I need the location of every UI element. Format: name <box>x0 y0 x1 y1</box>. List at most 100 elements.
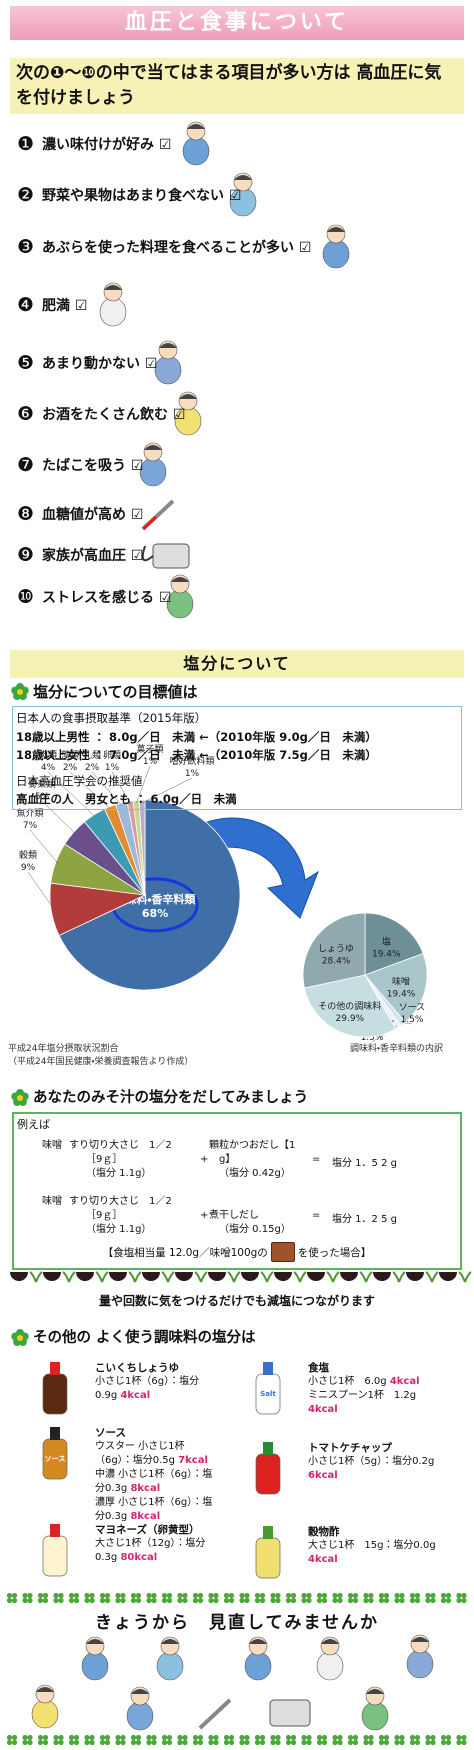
pie-value-label: 68% <box>142 907 168 920</box>
pie-value-label: 19.4% <box>387 989 416 999</box>
clover-leaf <box>161 1734 168 1741</box>
clover-leaf <box>146 1739 152 1746</box>
clover-leaf <box>37 1734 44 1741</box>
clover-leaf <box>223 1592 230 1599</box>
bottle <box>42 1535 68 1577</box>
clover-leaf <box>425 1739 431 1746</box>
clover-leaf <box>425 1597 431 1604</box>
clover-leaf <box>321 1734 328 1741</box>
pie-slice <box>302 912 366 989</box>
clover-leaf <box>306 1739 312 1746</box>
check-number: ❾ <box>17 544 35 566</box>
section-heading: あなたのみそ汁の塩分をだしてみましょう <box>33 1090 309 1106</box>
clover-leaf <box>321 1597 328 1604</box>
pie-category-label: しょうゆ <box>318 944 354 955</box>
clover-leaf <box>166 1592 173 1599</box>
clover-leaf <box>409 1739 416 1746</box>
figure-body <box>316 1651 344 1681</box>
figure-hair <box>36 1687 54 1692</box>
clover-leaf <box>223 1739 230 1746</box>
pie-category-label: 味噌 <box>392 975 410 987</box>
clover-leaf <box>394 1597 400 1604</box>
clover-leaf <box>368 1592 374 1599</box>
clover-leaf <box>409 1734 416 1741</box>
clover-leaf <box>378 1739 385 1746</box>
pie-value-label: 1% <box>143 757 158 767</box>
pie-category-label: 野菜類 <box>28 778 55 790</box>
clover-leaf <box>146 1597 152 1604</box>
figure-hair <box>104 285 122 290</box>
header: 血圧と食事について <box>10 6 464 40</box>
amount-line: （塩分 1.1g） <box>86 1168 152 1179</box>
figure-body <box>182 136 210 166</box>
clover-leaf <box>182 1597 188 1604</box>
clover-leaf <box>68 1734 75 1741</box>
clover-leaf <box>89 1597 95 1604</box>
amount: ミニスプーン1杯 1.2g <box>308 1390 417 1401</box>
clover-leaf <box>213 1592 219 1599</box>
amount: 小さじ1杯 6.0g <box>308 1376 387 1387</box>
figure-hair <box>234 175 252 180</box>
clover-leaf <box>99 1734 106 1741</box>
clover-leaf <box>332 1592 338 1599</box>
clover-leaf <box>228 1592 235 1599</box>
clover-leaf <box>223 1734 230 1741</box>
bottle-cap <box>263 1362 273 1375</box>
clover-leaf <box>130 1597 137 1604</box>
clover-leaf <box>259 1734 266 1741</box>
leader-line <box>111 771 131 805</box>
clover-leaf <box>461 1734 467 1741</box>
clover-leaf <box>285 1739 292 1746</box>
seasoning-name: マヨネーズ（卵黄型） <box>95 1524 200 1536</box>
pie-category-label: 嗜好飲料類 <box>169 755 214 767</box>
pie-value-label: 1.5% <box>361 1033 384 1043</box>
clover-leaf <box>259 1739 266 1746</box>
figure-hair <box>144 445 162 450</box>
clover-leaf <box>409 1592 416 1599</box>
pie-slice <box>364 912 424 976</box>
clover-leaf <box>363 1592 369 1599</box>
check-number: ❶ <box>17 133 35 155</box>
leader-line <box>41 800 77 835</box>
clover-leaf <box>301 1597 307 1604</box>
target-line: 日本人の食事摂取基準（2015年版） <box>16 711 207 725</box>
clover-leaf <box>239 1739 245 1746</box>
clover-leaf <box>394 1592 400 1599</box>
clover-leaf <box>383 1597 390 1604</box>
clover-leaf <box>6 1734 13 1741</box>
clover-leaf <box>378 1597 385 1604</box>
clover-leaf <box>425 1734 431 1741</box>
pie-value-label: 5% <box>35 792 50 802</box>
result: 塩分 1．5 2 g <box>332 1158 397 1169</box>
kcal: 4kcal <box>308 1404 338 1415</box>
seasoning-line: 大さじ1杯（12g）：塩分0.3g 80kcal <box>95 1537 220 1565</box>
clover-leaf <box>177 1597 183 1604</box>
clover-leaf <box>290 1739 297 1746</box>
pie-category-label: 藻類 <box>61 749 79 761</box>
figure-body <box>126 1701 154 1731</box>
amount: 中濃 小さじ1杯（6g）：塩分0.3g <box>95 1469 213 1494</box>
clover-leaf <box>425 1592 431 1599</box>
sprout <box>161 1271 175 1283</box>
clover-leaf <box>332 1734 338 1741</box>
clover-leaf <box>301 1592 307 1599</box>
clover-leaf <box>321 1592 328 1599</box>
clover-leaf <box>290 1592 297 1599</box>
seasoning-detail: ウスター 小さじ1杯（6g）：塩分0.5g 7kcal 中濃 小さじ1杯（6g）：… <box>95 1440 220 1524</box>
clover-leaf <box>73 1592 80 1599</box>
clover-leaf <box>197 1592 204 1599</box>
bottle-cap <box>50 1362 60 1375</box>
leader-line <box>27 871 55 910</box>
clover-leaf <box>182 1592 188 1599</box>
clover-leaf <box>151 1739 157 1746</box>
clover-leaf <box>337 1739 343 1746</box>
check-number: ❽ <box>17 503 35 525</box>
pie-value-label: 2% <box>85 763 100 773</box>
seasoning-line: ミニスプーン1杯 1.2g 4kcal <box>308 1389 448 1417</box>
miso-box: 例えば 味噌 すり切り大さじ 1／2 ［9ｇ］ （塩分 1.1g） + 顆粒かつおだし【1 g… <box>12 1112 462 1270</box>
seasoning-detail: 大さじ1杯（12g）：塩分0.3g 80kcal <box>95 1537 220 1565</box>
pie-category-label: 塩 <box>382 935 391 947</box>
clover-leaf <box>120 1592 126 1599</box>
clover-leaf <box>53 1734 59 1741</box>
pie-slice <box>58 799 241 991</box>
